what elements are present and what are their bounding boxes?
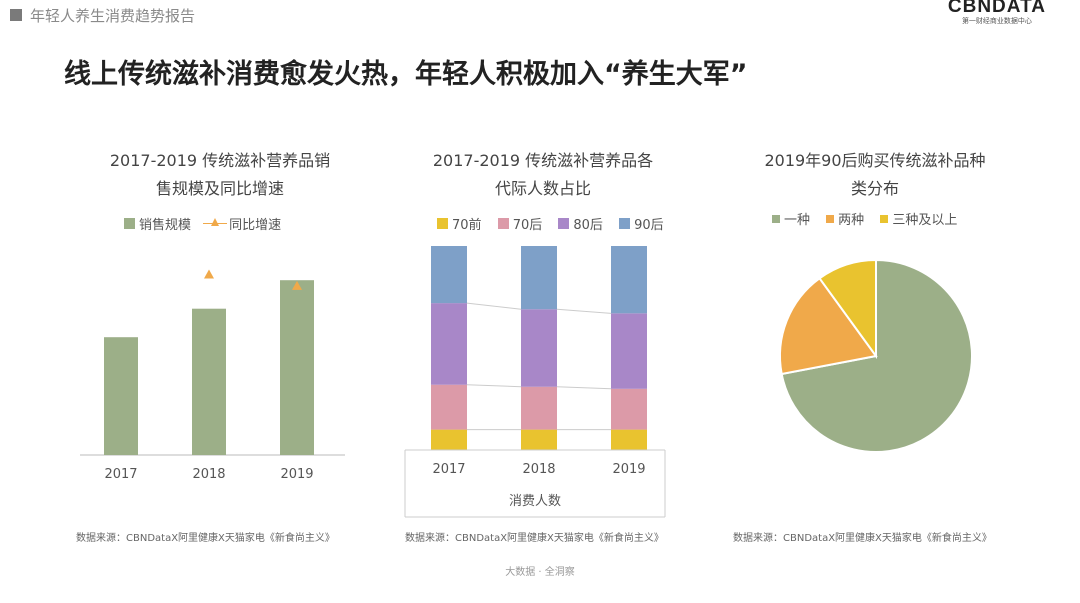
- chart2-connector: [466, 302, 522, 310]
- chart1-title-line1: 2017-2019 传统滋补营养品销: [109, 151, 331, 170]
- chart2-title-line1: 2017-2019 传统滋补营养品各: [432, 151, 654, 170]
- chart2-bar-2017-seg2: [431, 303, 467, 385]
- logo-main-text: CBNDATA: [947, 0, 1046, 17]
- chart3-legend-two: 两种: [838, 213, 865, 228]
- page-title: 线上传统滋补消费愈发火热，年轻人积极加入“养生大军”: [64, 59, 748, 90]
- legend-swatch-70pre: [437, 218, 448, 229]
- legend-bar-swatch: [124, 218, 135, 229]
- chart2-title-line2: 代际人数占比: [494, 179, 591, 198]
- chart1-tick-2018: 2018: [192, 467, 225, 482]
- chart2-bar-2018-seg3: [521, 246, 557, 310]
- chart3-legend: 一种 两种 三种及以上: [772, 209, 957, 228]
- chart2-legend: 70前 70后 80后 90后: [437, 214, 664, 233]
- chart1-svg: 2017 2018 2019: [80, 269, 345, 482]
- chart1-growth-marker-2018: [204, 269, 214, 279]
- chart3-title-line1: 2019年90后购买传统滋补品种: [764, 151, 986, 170]
- chart1-bar-2017: [104, 337, 138, 455]
- chart2-tick-2018: 2018: [522, 462, 555, 477]
- chart2-tick-2019: 2019: [612, 462, 645, 477]
- chart2-xlabel: 消费人数: [509, 494, 561, 509]
- legend-swatch-70s: [497, 218, 509, 229]
- chart1-growth-marker-2019: [292, 280, 302, 290]
- chart2-legend-80s: 80后: [573, 218, 603, 233]
- chart1-source: 数据来源：CBNDataX阿里健康X天猫家电《新食尚主义》: [76, 533, 335, 544]
- chart2-bar-2017-seg1: [431, 384, 467, 430]
- chart1-tick-2017: 2017: [104, 467, 137, 482]
- chart2-bar-2017-seg3: [431, 246, 467, 304]
- chart1-bar-2018: [192, 308, 226, 455]
- chart2-legend-70s: 70后: [512, 218, 543, 233]
- chart2-tick-2017: 2017: [432, 462, 465, 477]
- brand-logo: CBNDATA 第一财经商业数据中心: [948, 0, 1046, 26]
- legend-swatch-three: [880, 214, 889, 223]
- chart3-slice-2: [818, 258, 877, 360]
- legend-swatch-80s: [558, 218, 570, 229]
- chart3-title-line2: 类分布: [850, 179, 899, 198]
- chart2-source: 数据来源：CBNDataX阿里健康X天猫家电《新食尚主义》: [405, 533, 664, 544]
- legend-line-triangle-icon: [203, 218, 228, 229]
- chart2-legend-70pre: 70前: [452, 218, 482, 233]
- chart3-legend-three: 三种及以上: [892, 213, 958, 228]
- chart3-source: 数据来源：CBNDataX阿里健康X天猫家电《新食尚主义》: [733, 533, 992, 544]
- chart2-bar-2017-seg0: [431, 429, 467, 450]
- logo-sub-text: 第一财经商业数据中心: [961, 17, 1032, 25]
- chart2-bar-2019-seg3: [611, 246, 647, 314]
- chart1-title: 2017-2019 传统滋补营养品销 售规模及同比增速: [75, 147, 365, 203]
- chart2-bar-2019-seg1: [611, 388, 647, 430]
- chart1-bar-2019: [280, 280, 314, 455]
- chart2-bar-2019-seg2: [611, 313, 647, 389]
- chart3-slice-1: [779, 276, 878, 376]
- chart2-bar-2018-seg1: [521, 386, 557, 430]
- chart2-title: 2017-2019 传统滋补营养品各 代际人数占比: [398, 147, 688, 203]
- report-title: 年轻人养生消费趋势报告: [30, 7, 196, 25]
- chart1-legend-sales: 销售规模: [139, 218, 192, 233]
- chart2-connector: [556, 308, 612, 314]
- chart1-tick-2019: 2019: [280, 467, 313, 482]
- chart3-svg: [779, 258, 973, 453]
- chart2-connector: [556, 386, 612, 390]
- chart3-legend-one: 一种: [784, 213, 811, 228]
- chart1-legend: 销售规模 同比增速: [124, 214, 281, 233]
- chart2-bar-2019-seg0: [611, 429, 647, 450]
- chart2-bar-2018-seg2: [521, 309, 557, 387]
- chart1-legend-growth: 同比增速: [229, 218, 282, 233]
- chart2-svg: 2017 2018 2019 消费人数: [404, 246, 666, 518]
- chart1-title-line2: 售规模及同比增速: [155, 179, 284, 198]
- header-square-icon: [10, 9, 22, 21]
- legend-swatch-one: [772, 214, 780, 223]
- legend-swatch-90s: [619, 218, 631, 229]
- chart2-connector: [466, 384, 522, 388]
- chart3-title: 2019年90后购买传统滋补品种 类分布: [730, 147, 1020, 203]
- chart2-legend-90s: 90后: [634, 218, 664, 233]
- chart2-bar-2018-seg0: [521, 429, 557, 450]
- legend-swatch-two: [826, 214, 835, 223]
- page-footer: 大数据 · 全洞察: [505, 567, 575, 578]
